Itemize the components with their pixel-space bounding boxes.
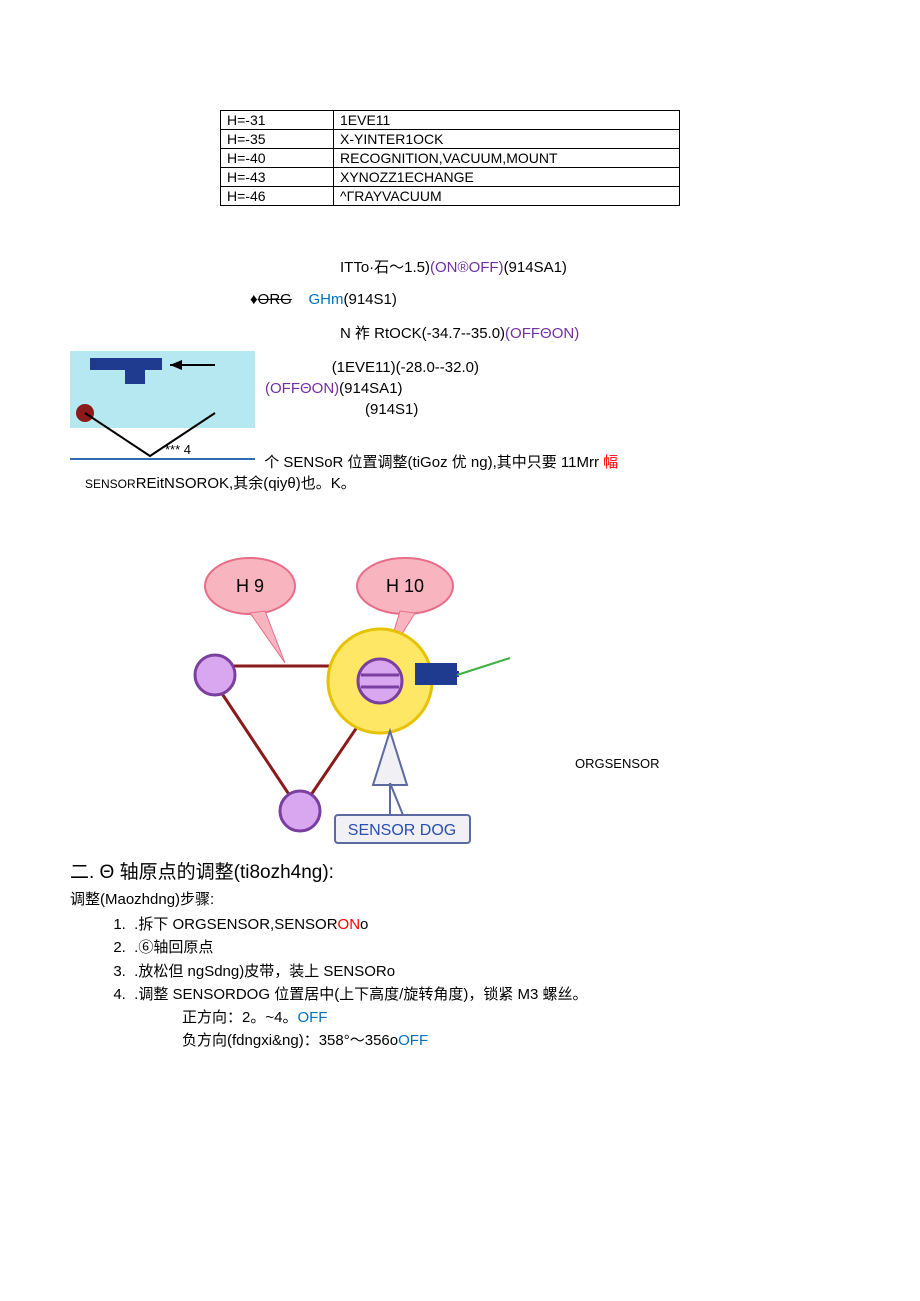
step-item: .拆下 ORGSENSOR,SENSORONo xyxy=(130,913,740,936)
cell: H=-40 xyxy=(221,149,334,168)
page: H=-31 1EVE11 H=-35 X-YINTER1OCK H=-40 RE… xyxy=(0,0,800,1113)
table-row: H=-40 RECOGNITION,VACUUM,MOUNT xyxy=(221,149,680,168)
text: ON xyxy=(338,916,361,933)
text: REitNSOROK,其余(qiyθ)也。K。 xyxy=(136,475,356,492)
table-row: H=-46 ^ΓRAYVACUUM xyxy=(221,187,680,206)
text: (914S1) xyxy=(365,401,418,418)
text: 个 SENSoR 位置调整(tiGoz 优 ng),其中只要 11Mrr xyxy=(264,454,603,471)
text: .调整 SENSORDOG 位置居中(上下高度/旋转角度)，锁紧 M3 螺丝。 xyxy=(134,986,587,1003)
text: OFF xyxy=(297,1009,327,1026)
cell: X-YINTER1OCK xyxy=(334,130,680,149)
section-2-title: 二. Θ 轴原点的调整(ti8ozh4ng): xyxy=(70,857,740,884)
cell: XYNOZZ1ECHANGE xyxy=(334,168,680,187)
h-table-body: H=-31 1EVE11 H=-35 X-YINTER1OCK H=-40 RE… xyxy=(221,111,680,206)
text-line-5: 个 SENSoR 位置调整(tiGoz 优 ng),其中只要 11Mrr 幅 S… xyxy=(85,451,740,493)
diagram-1-row: *** 4 (1EVE11)(-28.0--32.0) (OFFΘON)(914… xyxy=(60,351,740,461)
step-item: .⑥轴回原点 xyxy=(130,936,740,959)
text: 正方向：2。~4。 xyxy=(182,1009,297,1026)
cell: H=-35 xyxy=(221,130,334,149)
text: (914SA1) xyxy=(339,380,402,397)
text: N 祚 RtOCK(-34.7--35.0) xyxy=(340,325,505,342)
text: .拆下 ORGSENSOR,SENSOR xyxy=(134,916,337,933)
text: o xyxy=(360,916,368,933)
svg-text:H 9: H 9 xyxy=(236,576,264,596)
table-row: H=-31 1EVE11 xyxy=(221,111,680,130)
cell: H=-31 xyxy=(221,111,334,130)
table-row: H=-43 XYNOZZ1ECHANGE xyxy=(221,168,680,187)
text: o xyxy=(390,1032,398,1049)
text: (OFFΘON) xyxy=(265,380,339,397)
h-table: H=-31 1EVE11 H=-35 X-YINTER1OCK H=-40 RE… xyxy=(220,110,680,206)
text: (1EVE11)(-28.0--32.0) xyxy=(332,359,479,376)
cell: H=-46 xyxy=(221,187,334,206)
step-item: .调整 SENSORDOG 位置居中(上下高度/旋转角度)，锁紧 M3 螺丝。 xyxy=(130,983,740,1006)
text-line-4: (1EVE11)(-28.0--32.0) (OFFΘON)(914SA1) (… xyxy=(265,357,479,420)
text: (ON®OFF) xyxy=(430,259,504,276)
sensor-dog-diagram: H 9 H 10 xyxy=(155,553,515,853)
steps-header: 调整(Maozhdng)步骤: xyxy=(70,888,740,909)
text-line-1: ITTo·石～1.5)(ON®OFF)(914SA1) xyxy=(340,256,740,277)
text: .⑥轴回原点 xyxy=(134,939,213,956)
text: 负方向(fdngxi&ng)：358°～356 xyxy=(182,1032,390,1049)
tail-line-2: 负方向(fdngxi&ng)：358°～356oOFF xyxy=(182,1029,740,1052)
table-row: H=-35 X-YINTER1OCK xyxy=(221,130,680,149)
orgsensor-label: ORGSENSOR xyxy=(575,756,660,771)
text: (OFFΘON) xyxy=(505,325,579,342)
text: .放松但 ngSdng)皮带，装上 SENSOR xyxy=(134,963,387,980)
text: ITTo·石～1.5) xyxy=(340,259,430,276)
step-item: .放松但 ngSdng)皮带，装上 SENSORo xyxy=(130,960,740,983)
text: (914SA1) xyxy=(504,259,567,276)
text: 幅 xyxy=(603,454,618,471)
svg-text:SENSOR DOG: SENSOR DOG xyxy=(348,822,456,839)
cell: H=-43 xyxy=(221,168,334,187)
cell: 1EVE11 xyxy=(334,111,680,130)
diagram-2-wrap: H 9 H 10 xyxy=(60,553,740,853)
text-line-2: ♦ORG GHm(914S1) xyxy=(250,291,740,308)
text: SENSOR xyxy=(85,477,136,491)
text: OFF xyxy=(398,1032,428,1049)
svg-text:H 10: H 10 xyxy=(386,576,424,596)
text: o xyxy=(387,963,395,980)
tail-line-1: 正方向：2。~4。OFF xyxy=(182,1006,740,1029)
cell: ^ΓRAYVACUUM xyxy=(334,187,680,206)
text-line-3: N 祚 RtOCK(-34.7--35.0)(OFFΘON) xyxy=(340,322,740,343)
text: ORG xyxy=(258,291,292,308)
text: (914S1) xyxy=(344,291,397,308)
steps-list: .拆下 ORGSENSOR,SENSORONo .⑥轴回原点 .放松但 ngSd… xyxy=(130,913,740,1006)
sensor-diagram-1: *** 4 xyxy=(70,351,255,461)
text: ♦ xyxy=(250,291,258,308)
text: GHm xyxy=(309,291,344,308)
cell: RECOGNITION,VACUUM,MOUNT xyxy=(334,149,680,168)
